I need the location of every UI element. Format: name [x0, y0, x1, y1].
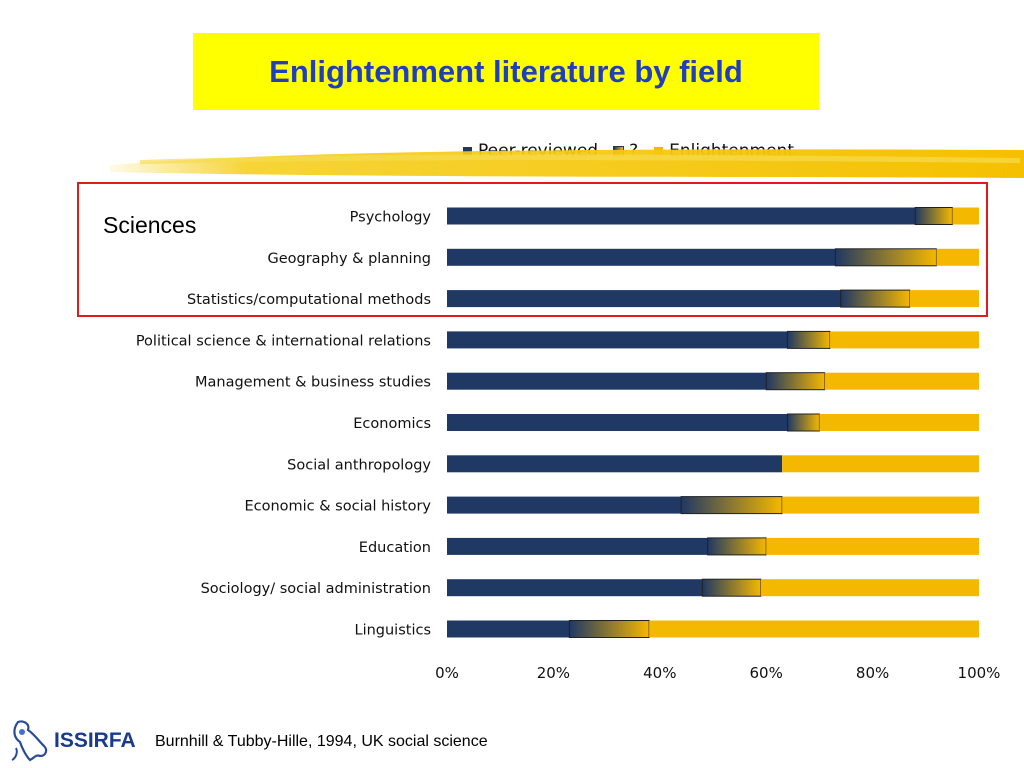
category-label: Psychology: [350, 210, 432, 226]
citation-text: Burnhill & Tubby-Hille, 1994, UK social …: [155, 733, 488, 750]
x-tick-label: 60%: [750, 664, 783, 682]
decorative-brush-stroke: [110, 149, 1024, 178]
category-label: Statistics/computational methods: [187, 292, 431, 308]
category-label: Social anthropology: [287, 457, 431, 473]
bar-peer-reviewed: [447, 207, 916, 225]
bar-enlightenment: [909, 290, 979, 308]
bar-peer-reviewed: [447, 414, 788, 431]
sciences-highlight-box: [77, 182, 988, 317]
bar-peer-reviewed: [447, 455, 783, 473]
bar-peer-reviewed: [447, 290, 841, 308]
bar-enlightenment: [819, 414, 979, 431]
logo-text: ISSIRFA: [54, 729, 136, 752]
bar-enlightenment: [782, 455, 979, 473]
category-label: Management & business studies: [195, 375, 431, 391]
bar-unknown: [680, 496, 783, 515]
issirfa-logo: ISSIRFA: [8, 718, 136, 764]
bar-peer-reviewed: [447, 537, 708, 555]
bar-peer-reviewed: [447, 496, 682, 514]
bar-enlightenment: [782, 496, 979, 514]
category-label: Sociology/ social administration: [201, 581, 431, 597]
bar-unknown: [914, 207, 953, 225]
category-label: Geography & planning: [267, 251, 431, 267]
italy-map-icon: [11, 720, 48, 762]
x-tick-label: 80%: [856, 664, 889, 682]
bar-peer-reviewed: [447, 248, 836, 266]
bar-enlightenment: [936, 248, 979, 266]
bar-enlightenment: [830, 331, 979, 349]
bar-unknown: [840, 289, 911, 308]
sciences-label: Sciences: [103, 212, 197, 238]
category-label: Political science & international relati…: [136, 333, 431, 349]
title-banner: Enlightenment literature by field: [193, 33, 819, 110]
bar-unknown: [707, 537, 767, 556]
x-tick-label: 40%: [643, 664, 676, 682]
page-title: Enlightenment literature by field: [269, 53, 743, 89]
bar-peer-reviewed: [447, 579, 703, 597]
bar-enlightenment: [649, 620, 979, 638]
bar-unknown: [765, 372, 826, 391]
x-tick-label: 0%: [435, 664, 459, 682]
category-label: Economics: [353, 416, 431, 432]
category-label: Economic & social history: [244, 499, 431, 515]
bar-enlightenment: [952, 207, 979, 225]
bar-enlightenment: [760, 579, 979, 597]
legend-swatch-peer-reviewed: [463, 146, 472, 156]
category-label: Education: [359, 540, 431, 556]
bar-peer-reviewed: [447, 620, 570, 638]
bar-unknown: [568, 620, 650, 638]
bar-enlightenment: [824, 372, 979, 390]
category-label: Linguistics: [354, 623, 431, 639]
bar-unknown: [786, 330, 831, 349]
bar-peer-reviewed: [447, 372, 767, 390]
bar-unknown: [786, 413, 820, 432]
bar-enlightenment: [766, 537, 979, 555]
bar-unknown: [701, 578, 762, 597]
bar-peer-reviewed: [447, 331, 788, 349]
x-tick-label: 100%: [958, 664, 1001, 682]
x-tick-label: 20%: [537, 664, 570, 682]
